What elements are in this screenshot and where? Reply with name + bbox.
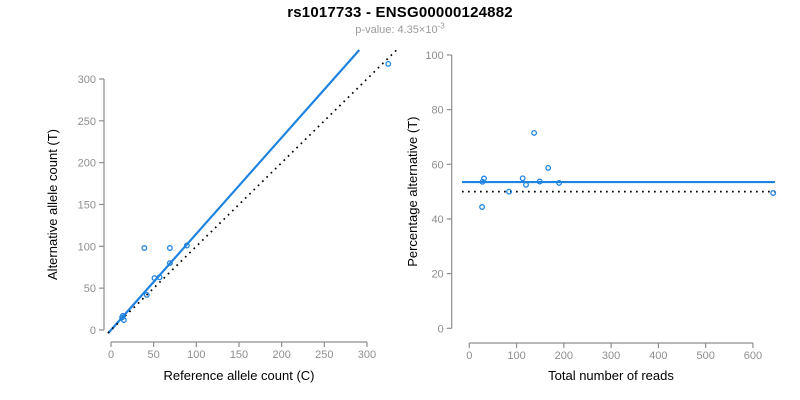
x-tick-label: 400 [649, 350, 667, 362]
pvalue-exponent: -3 [437, 21, 445, 31]
data-point [519, 175, 526, 182]
data-point [143, 291, 150, 298]
y-tick-label: 100 [78, 241, 96, 253]
y-tick-label: 250 [78, 116, 96, 128]
pvalue-value: 4.35×10 [397, 24, 438, 36]
x-tick-label: 200 [555, 350, 573, 362]
x-tick-label: 200 [272, 349, 290, 361]
x-tick-label: 300 [602, 350, 620, 362]
figure-subtitle: p-value: 4.35×10-3 [0, 21, 800, 36]
x-axis-title: Reference allele count (C) [163, 368, 314, 383]
y-tick-label: 50 [84, 283, 96, 295]
x-tick-label: 0 [108, 349, 114, 361]
data-point [481, 175, 487, 182]
data-point [166, 260, 173, 267]
data-point [120, 317, 127, 323]
x-tick-label: 50 [148, 349, 160, 361]
percentage-alternative-plot: 0 100 200 300 400 500 600 0 20 40 60 80 100 Total num… [405, 50, 777, 383]
y-axis-title: Percentage alternative (T) [405, 117, 420, 267]
data-point [156, 274, 163, 281]
allele-counts-plot: 0 50 100 150 200 250 300 0 50 100 150 200 250 300 Refe… [45, 49, 398, 383]
x-tick-label: 0 [466, 350, 472, 362]
y-tick-label: 300 [78, 74, 96, 86]
y-tick-label: 20 [431, 269, 443, 281]
x-tick-label: 150 [230, 349, 248, 361]
fitted-allelic-ratio-line [107, 49, 361, 335]
y-axis-title: Alternative allele count (T) [45, 129, 60, 280]
data-point [183, 242, 190, 249]
data-point [141, 245, 148, 251]
x-tick-label: 600 [744, 350, 762, 362]
x-tick-label: 250 [315, 349, 333, 361]
y-tick-label: 0 [90, 325, 96, 337]
x-tick-label: 500 [696, 350, 714, 362]
data-point [506, 188, 512, 195]
x-axis-title: Total number of reads [548, 368, 674, 383]
x-tick-label: 100 [187, 349, 205, 361]
data-point [479, 204, 486, 210]
figure-title: rs1017733 - ENSG00000124882 [287, 4, 513, 21]
data-point [556, 179, 563, 186]
y-tick-label: 100 [425, 50, 443, 62]
pvalue-label: p-value: [355, 24, 398, 36]
data-point [166, 245, 173, 251]
data-point [531, 129, 538, 136]
y-tick-label: 40 [431, 214, 443, 226]
identity-line [107, 49, 398, 334]
x-tick-label: 100 [507, 350, 525, 362]
y-tick-label: 150 [78, 199, 96, 211]
data-point [523, 181, 529, 188]
x-tick-label: 300 [358, 349, 376, 361]
data-point [385, 60, 392, 67]
y-tick-label: 80 [431, 105, 443, 117]
y-tick-label: 60 [431, 159, 443, 171]
data-point [545, 164, 552, 171]
data-point [536, 178, 543, 185]
y-tick-label: 0 [438, 323, 444, 335]
data-point [770, 190, 777, 196]
y-tick-label: 200 [78, 158, 96, 170]
